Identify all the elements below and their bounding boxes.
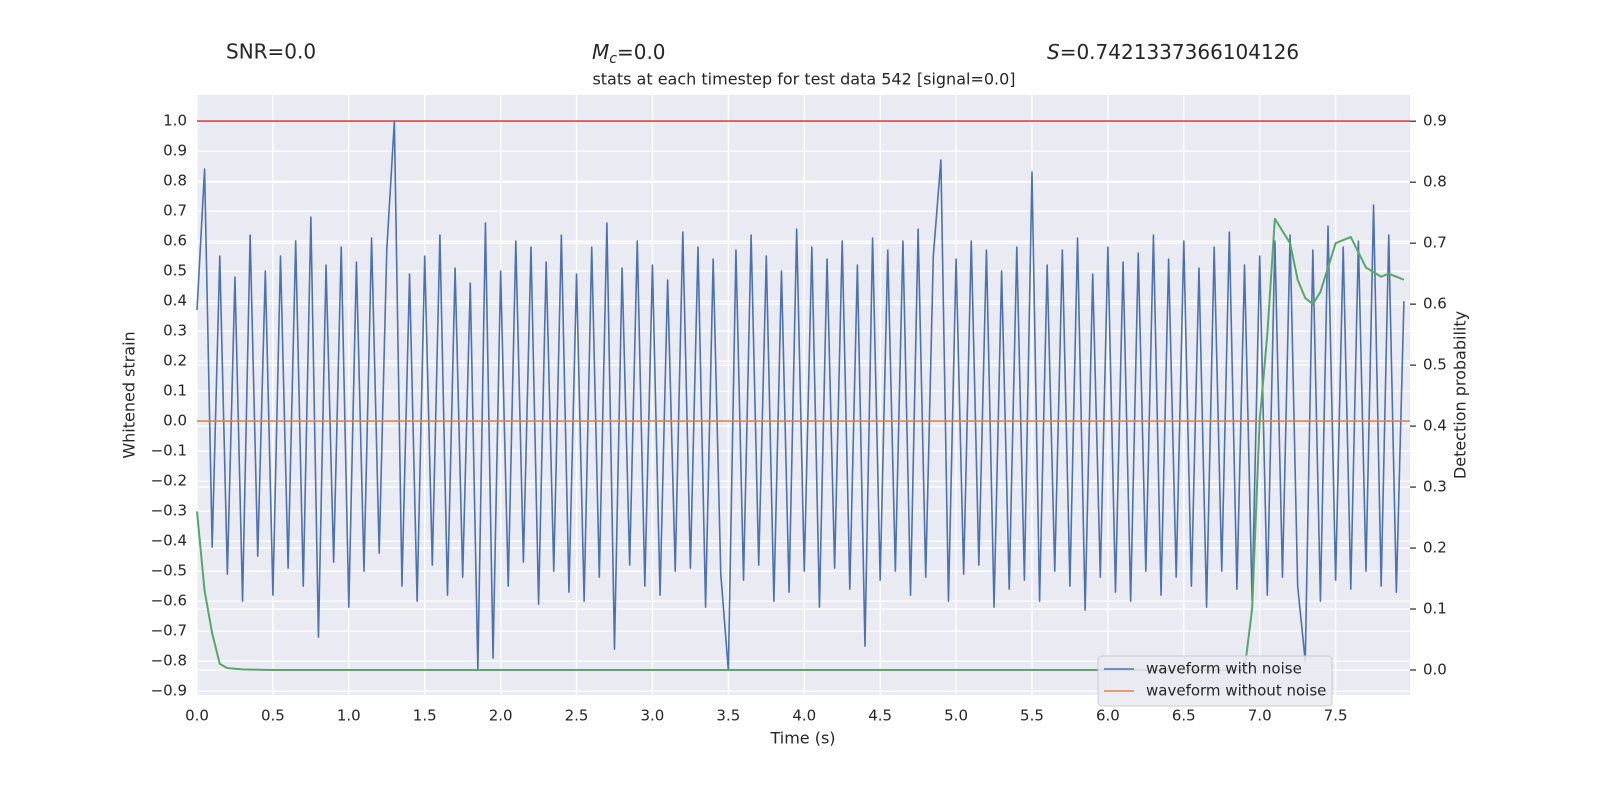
- y2-tick-label: 0.7: [1423, 234, 1447, 252]
- y2-tick-label: 0.0: [1423, 661, 1447, 679]
- mc-symbol: M: [592, 40, 609, 64]
- x-tick-label: 2.0: [489, 707, 513, 725]
- y-tick-label: 0.0: [163, 412, 187, 430]
- chart-title: stats at each timestep for test data 542…: [592, 70, 1015, 89]
- y-tick-label: 0.4: [163, 292, 187, 310]
- x-tick-label: 6.5: [1172, 707, 1196, 725]
- x-tick-label: 1.0: [337, 707, 361, 725]
- y-tick-label: 1.0: [163, 112, 187, 130]
- mc-value: =0.0: [617, 40, 666, 64]
- y-tick-label: −0.5: [151, 562, 187, 580]
- y2-axis-label: Detection probability: [1451, 311, 1470, 479]
- y-tick-label: 0.3: [163, 322, 187, 340]
- y-tick-label: −0.2: [151, 472, 187, 490]
- y-tick-label: −0.4: [151, 532, 187, 550]
- x-tick-label: 7.5: [1324, 707, 1348, 725]
- x-tick-label: 4.5: [868, 707, 892, 725]
- legend-label: waveform without noise: [1146, 682, 1326, 700]
- x-tick-label: 3.0: [641, 707, 665, 725]
- y-tick-label: −0.9: [151, 682, 187, 700]
- mc-label: Mc=0.0: [592, 40, 666, 68]
- y2-tick-label: 0.2: [1423, 539, 1447, 557]
- y-tick-label: −0.3: [151, 502, 187, 520]
- y-tick-label: 0.5: [163, 262, 187, 280]
- y2-tick-label: 0.1: [1423, 600, 1447, 618]
- probability-line: [196, 217, 1405, 671]
- y2-tick-label: 0.3: [1423, 478, 1447, 496]
- legend: waveform with noise waveform without nois…: [1097, 655, 1333, 707]
- y-axis-label: Whitened strain: [120, 331, 139, 458]
- series-line: [196, 120, 1405, 671]
- y-tick-label: −0.7: [151, 622, 187, 640]
- y-tick-label: 0.9: [163, 142, 187, 160]
- mc-subscript: c: [609, 51, 617, 67]
- x-tick-label: 5.5: [1020, 707, 1044, 725]
- legend-label: waveform with noise: [1146, 660, 1302, 678]
- s-value: =0.7421337366104126: [1060, 40, 1299, 64]
- x-tick-label: 0.0: [185, 707, 209, 725]
- y-tick-label: −0.8: [151, 652, 187, 670]
- x-tick-label: 5.0: [944, 707, 968, 725]
- x-tick-label: 1.5: [413, 707, 437, 725]
- y-tick-label: 0.6: [163, 232, 187, 250]
- y-tick-label: −0.6: [151, 592, 187, 610]
- y2-tick-label: 0.8: [1423, 173, 1447, 191]
- x-tick-label: 6.0: [1096, 707, 1120, 725]
- marks: [196, 120, 1410, 671]
- y-tick-label: 0.2: [163, 352, 187, 370]
- x-axis-label: Time (s): [769, 729, 835, 748]
- y2-tick-label: 0.9: [1423, 112, 1447, 130]
- x-tick-label: 4.0: [792, 707, 816, 725]
- x-tick-label: 7.0: [1248, 707, 1272, 725]
- s-symbol: S: [1047, 40, 1060, 64]
- s-label: S=0.7421337366104126: [1047, 40, 1299, 64]
- y2-tick-label: 0.5: [1423, 356, 1447, 374]
- y-tick-label: 0.8: [163, 172, 187, 190]
- y-tick-label: −0.1: [151, 442, 187, 460]
- plot-area: [197, 95, 1410, 695]
- y-tick-label: 0.7: [163, 202, 187, 220]
- x-tick-label: 2.5: [565, 707, 589, 725]
- x-tick-label: 0.5: [261, 707, 285, 725]
- x-tick-label: 3.5: [716, 707, 740, 725]
- y-tick-label: 0.1: [163, 382, 187, 400]
- y2-tick-label: 0.4: [1423, 417, 1447, 435]
- y2-tick-label: 0.6: [1423, 295, 1447, 313]
- legend-box: [1097, 655, 1333, 707]
- snr-label: SNR=0.0: [226, 40, 316, 64]
